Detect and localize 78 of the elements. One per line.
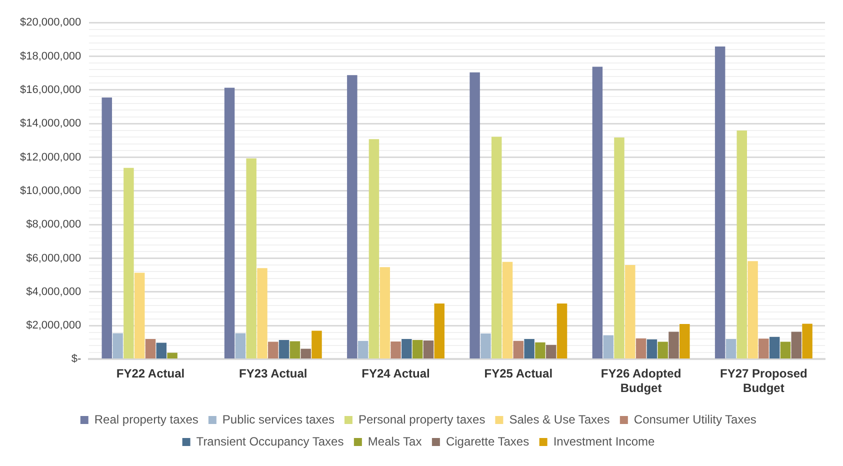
- bar: [423, 340, 434, 358]
- bar: [300, 348, 311, 358]
- x-tick-label: FY22 Actual: [116, 366, 185, 381]
- bar: [235, 333, 246, 358]
- bar: [535, 342, 546, 358]
- bar: [592, 66, 603, 358]
- legend-label: Cigarette Taxes: [446, 434, 530, 448]
- x-tick-label: FY25 Actual: [484, 366, 553, 381]
- bar: [625, 264, 636, 358]
- bar: [246, 158, 256, 358]
- y-tick-label: $12,000,000: [20, 151, 82, 164]
- bar: [668, 332, 679, 358]
- y-tick-label: $16,000,000: [20, 84, 82, 96]
- bar: [290, 341, 300, 358]
- bar: [102, 97, 112, 358]
- bar: [480, 333, 491, 358]
- bar: [726, 339, 736, 358]
- bar: [412, 340, 423, 358]
- y-tick-label: $6,000,000: [26, 252, 82, 264]
- bar: [257, 268, 268, 358]
- bar: [736, 130, 747, 358]
- bar: [470, 72, 480, 358]
- bar: [278, 340, 290, 358]
- bar: [680, 324, 690, 358]
- y-tick-label: $18,000,000: [20, 50, 82, 62]
- bar: [402, 339, 412, 358]
- bar: [224, 88, 235, 358]
- bar: [646, 339, 658, 358]
- legend-label: Consumer Utility Taxes: [634, 412, 756, 426]
- bar: [380, 267, 390, 358]
- bar: [502, 262, 513, 358]
- bar: [546, 344, 556, 358]
- y-tick-label: $10,000,000: [20, 184, 82, 197]
- bar: [758, 338, 769, 358]
- bar: [513, 340, 524, 358]
- y-tick-label: $14,000,000: [20, 118, 82, 130]
- bar: [434, 303, 444, 358]
- legend-label: Personal property taxes: [358, 412, 486, 426]
- y-tick-label: $8,000,000: [26, 218, 82, 231]
- legend-label: Sales & Use Taxes: [509, 412, 610, 426]
- bar: [358, 340, 368, 358]
- bar: [791, 332, 802, 358]
- y-tick-label: $20,000,000: [20, 16, 82, 29]
- bar: [268, 342, 278, 358]
- bar: [769, 336, 780, 358]
- bar: [347, 75, 358, 358]
- bar: [368, 139, 380, 358]
- bar: [636, 338, 646, 358]
- bar: [167, 352, 178, 358]
- bar: [524, 339, 534, 358]
- bar: [748, 261, 758, 358]
- bar: [603, 335, 614, 358]
- bar: [802, 324, 812, 358]
- bar: [614, 138, 624, 358]
- x-tick-label: FY26 Adopted Budget: [600, 366, 682, 396]
- legend-label: Meals Tax: [368, 434, 422, 448]
- x-tick-label: FY23 Actual: [239, 366, 308, 381]
- bar: [112, 333, 123, 358]
- bar: [658, 342, 668, 358]
- bar: [134, 272, 145, 358]
- bar: [780, 342, 791, 358]
- x-tick-label: FY24 Actual: [362, 366, 430, 381]
- y-tick-label: $4,000,000: [26, 286, 82, 298]
- legend-label: Investment Income: [553, 434, 656, 448]
- legend-label: Transient Occupancy Taxes: [196, 434, 344, 448]
- bar: [390, 342, 401, 358]
- bar: [491, 136, 502, 358]
- y-tick-label: $2,000,000: [26, 320, 82, 332]
- bar: [124, 168, 134, 358]
- legend-label: Public services taxes: [222, 412, 334, 426]
- bar: [156, 342, 167, 358]
- x-tick-label: FY27 Proposed Budget: [720, 366, 808, 396]
- y-tick-label: $-: [71, 353, 82, 366]
- legend-label: Real property taxes: [94, 412, 198, 426]
- bar: [145, 339, 156, 358]
- bar: [556, 303, 568, 358]
- bar: [714, 46, 726, 358]
- bar: [312, 330, 322, 358]
